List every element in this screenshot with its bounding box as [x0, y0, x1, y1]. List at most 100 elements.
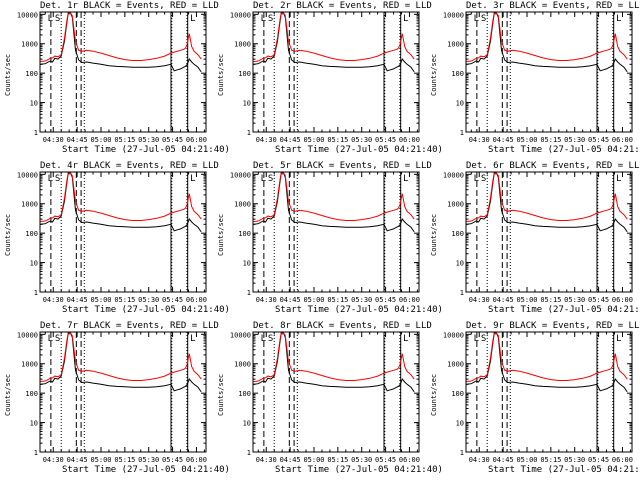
- series-line: [253, 332, 415, 382]
- x-tick-label: 05:00: [90, 136, 111, 144]
- panel-plot: 1 10 100 1000 10000 04:30 04:45 05:00 05:15 05:30…: [17, 331, 207, 464]
- x-tick-label: 05:15: [540, 136, 561, 144]
- y-axis-title: Counts/sec: [430, 213, 438, 256]
- x-tick-label: 05:45: [588, 296, 609, 304]
- reference-lines: [50, 332, 189, 452]
- reference-lines: [263, 332, 402, 452]
- panel-title: Det. 9r BLACK = Events, RED = LLD: [466, 321, 640, 331]
- detector-panel: 1 10 100 1000 10000 04:30 04:45 05:00 05:15 05:30…: [0, 0, 230, 160]
- panel-title: Det. 7r BLACK = Events, RED = LLD: [40, 321, 219, 331]
- marker-s: S: [55, 14, 60, 24]
- series-group: [253, 172, 415, 233]
- reference-lines: [263, 172, 402, 292]
- y-axis-title: Counts/sec: [4, 53, 12, 96]
- x-tick-label: 06:00: [399, 456, 420, 464]
- panel-title: Det. 3r BLACK = Events, RED = LLD: [466, 1, 640, 11]
- marker-s: S: [481, 334, 486, 344]
- y-tick-label: 100: [238, 230, 251, 238]
- marker-l: L: [48, 14, 53, 24]
- x-tick-label: 05:15: [327, 456, 348, 464]
- x-tick-label: 05:45: [375, 136, 396, 144]
- series-line: [466, 172, 628, 222]
- series-group: [40, 172, 202, 233]
- detector-panel: 1 10 100 1000 10000 04:30 04:45 05:00 05:15 05:30…: [213, 160, 443, 320]
- plot-frame: [252, 171, 420, 293]
- x-axis-title: Start Time (27-Jul-05 04:21:40): [62, 145, 230, 155]
- reference-lines: [50, 172, 189, 292]
- y-axis-title: Counts/sec: [217, 53, 225, 96]
- x-tick-label: 04:45: [280, 136, 301, 144]
- y-tick-label: 10: [30, 420, 38, 428]
- plot-frame: [39, 331, 207, 453]
- plot-frame: [465, 331, 633, 453]
- y-tick-label: 100: [25, 390, 38, 398]
- x-tick-label: 04:30: [469, 296, 490, 304]
- y-tick-label: 10000: [230, 331, 251, 339]
- panel-title: Det. 5r BLACK = Events, RED = LLD: [253, 161, 432, 171]
- y-tick-label: 100: [451, 390, 464, 398]
- x-tick-label: 05:00: [90, 456, 111, 464]
- x-tick-label: 04:45: [493, 456, 514, 464]
- x-tick-label: 05:00: [90, 296, 111, 304]
- plot-frame: [252, 331, 420, 453]
- x-tick-label: 05:45: [162, 456, 183, 464]
- marker-l: L: [261, 14, 266, 24]
- plot-frame: [39, 11, 207, 133]
- y-tick-label: 10: [456, 100, 464, 108]
- x-tick-label: 04:45: [67, 296, 88, 304]
- marker-s: S: [268, 174, 273, 184]
- y-tick-label: 10: [243, 100, 251, 108]
- x-tick-label: 05:30: [138, 296, 159, 304]
- y-tick-label: 1000: [234, 41, 251, 49]
- y-tick-label: 10000: [17, 171, 38, 179]
- x-tick-label: 04:45: [280, 296, 301, 304]
- x-tick-label: 05:30: [351, 456, 372, 464]
- detector-panel: 1 10 100 1000 10000 04:30 04:45 05:00 05:15 05:30…: [0, 320, 230, 480]
- x-tick-label: 05:30: [138, 456, 159, 464]
- marker-l: L: [403, 14, 408, 24]
- series-line: [466, 12, 628, 62]
- x-tick-label: 05:45: [588, 456, 609, 464]
- x-axis-title: Start Time (27-Jul-05 04:21:40): [488, 145, 640, 155]
- series-line: [466, 332, 628, 382]
- panel-plot: 1 10 100 1000 10000 04:30 04:45 05:00 05:15 05:30…: [230, 331, 420, 464]
- x-tick-label: 05:15: [540, 456, 561, 464]
- x-tick-label: 05:30: [351, 296, 372, 304]
- panel-plot: 1 10 100 1000 10000 04:30 04:45 05:00 05:15 05:30…: [17, 171, 207, 304]
- y-axis-title: Counts/sec: [4, 373, 12, 416]
- y-tick-label: 1: [460, 289, 464, 297]
- series-line: [253, 172, 415, 222]
- x-tick-label: 05:45: [162, 296, 183, 304]
- y-axis-title: Counts/sec: [217, 373, 225, 416]
- x-axis-title: Start Time (27-Jul-05 04:21:40): [62, 465, 230, 475]
- marker-s: S: [268, 334, 273, 344]
- series-line: [40, 332, 202, 382]
- y-tick-label: 1000: [234, 361, 251, 369]
- marker-l: L: [403, 174, 408, 184]
- panel-title: Det. 6r BLACK = Events, RED = LLD: [466, 161, 640, 171]
- series-line: [466, 172, 628, 233]
- y-tick-label: 10000: [443, 331, 464, 339]
- marker-l: L: [190, 334, 195, 344]
- x-tick-label: 05:15: [540, 296, 561, 304]
- y-tick-label: 1: [34, 289, 38, 297]
- y-tick-label: 100: [451, 230, 464, 238]
- marker-s: S: [268, 14, 273, 24]
- y-tick-label: 1: [247, 449, 251, 457]
- x-tick-label: 06:00: [186, 136, 207, 144]
- y-tick-label: 10: [30, 260, 38, 268]
- detector-panel: 1 10 100 1000 10000 04:30 04:45 05:00 05:15 05:30…: [426, 0, 640, 160]
- y-axis-title: Counts/sec: [217, 213, 225, 256]
- x-tick-label: 04:30: [43, 296, 64, 304]
- x-tick-label: 05:30: [138, 136, 159, 144]
- y-tick-label: 10: [243, 420, 251, 428]
- x-tick-label: 05:00: [303, 456, 324, 464]
- x-tick-label: 04:30: [256, 296, 277, 304]
- y-tick-label: 10: [30, 100, 38, 108]
- x-axis-title: Start Time (27-Jul-05 04:21:40): [275, 305, 443, 315]
- detector-panel: 1 10 100 1000 10000 04:30 04:45 05:00 05:15 05:30…: [0, 160, 230, 320]
- y-axis-title: Counts/sec: [4, 213, 12, 256]
- x-tick-label: 05:15: [327, 136, 348, 144]
- x-tick-label: 05:30: [564, 136, 585, 144]
